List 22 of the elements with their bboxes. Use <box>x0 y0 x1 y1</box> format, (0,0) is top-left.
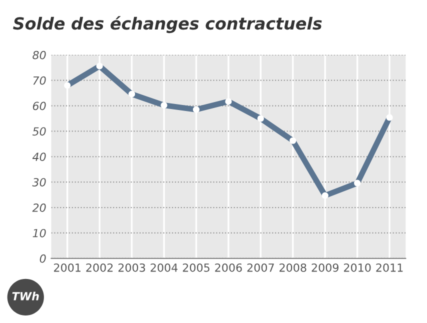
y-tick-label: 20 <box>32 204 46 212</box>
x-tick-label: 2001 <box>54 263 80 272</box>
y-tick-label: 10 <box>32 228 46 238</box>
y-tick-label: 80 <box>32 50 46 60</box>
y-tick-label: 40 <box>32 152 46 162</box>
x-tick-label: 2006 <box>215 263 242 272</box>
y-tick-label: 50 <box>32 127 46 136</box>
x-tick-label: 2008 <box>280 263 306 272</box>
x-tick-label: 2004 <box>150 263 178 272</box>
y-tick-label: 30 <box>32 178 46 186</box>
x-tick-label: 2003 <box>118 263 146 272</box>
y-tick-label: 60 <box>32 102 46 110</box>
x-tick-label: 2005 <box>182 263 210 272</box>
x-tick-label: 2010 <box>344 263 371 272</box>
x-tick-label: 2007 <box>247 263 274 272</box>
x-tick-label: 2009 <box>312 263 338 272</box>
x-tick-label: 2011 <box>376 263 403 272</box>
x-tick-label: 2002 <box>86 263 113 272</box>
y-tick-label: 70 <box>33 76 46 85</box>
y-tick-label: 0 <box>40 254 46 263</box>
y-axis-title: TWh <box>12 292 39 300</box>
chart-title: Solde des échanges contractuels <box>13 16 322 34</box>
